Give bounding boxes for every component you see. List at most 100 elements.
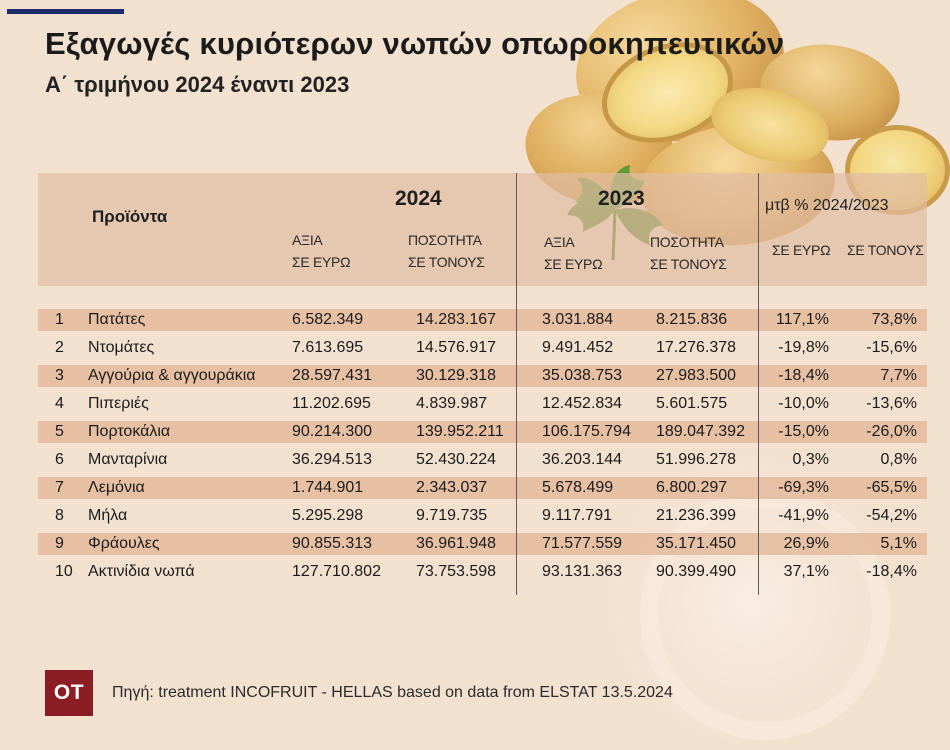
- divider-2024-2023: [516, 173, 517, 595]
- table-row: [38, 309, 927, 331]
- pct-change-value: -15,0%: [778, 423, 829, 440]
- value-2024: 90.214.300: [292, 423, 373, 440]
- pct-change-quantity: 5,1%: [880, 535, 917, 552]
- pct-change-quantity: -18,4%: [866, 563, 917, 580]
- value-2023: 36.203.144: [542, 451, 623, 468]
- product-name: Μανταρίνια: [88, 451, 168, 468]
- product-name: Φράουλες: [88, 535, 160, 552]
- quantity-2024: 9.719.735: [416, 507, 488, 524]
- row-number: 7: [55, 479, 64, 496]
- header-pct-quantity: ΣΕ ΤΟΝΟΥΣ: [847, 242, 924, 258]
- pct-change-value: -18,4%: [778, 367, 829, 384]
- quantity-2024: 14.576.917: [416, 339, 497, 356]
- table-row: [38, 477, 927, 499]
- pct-change-value: 26,9%: [783, 535, 829, 552]
- quantity-2023: 90.399.490: [656, 563, 737, 580]
- header-year-2024: 2024: [395, 187, 442, 210]
- page-title: Εξαγωγές κυριότερων νωπών οπωροκηπευτικώ…: [45, 26, 785, 61]
- value-2024: 5.295.298: [292, 507, 364, 524]
- pct-change-value: -10,0%: [778, 395, 829, 412]
- header-2023-quantity: ΠΟΣΟΤΗΤΑ ΣΕ ΤΟΝΟΥΣ: [650, 234, 727, 272]
- row-number: 6: [55, 451, 64, 468]
- product-name: Πατάτες: [88, 311, 146, 328]
- table-row: [38, 421, 927, 443]
- pct-change-quantity: 73,8%: [871, 311, 917, 328]
- header-2024-quantity: ΠΟΣΟΤΗΤΑ ΣΕ ΤΟΝΟΥΣ: [408, 232, 485, 270]
- pct-change-value: -19,8%: [778, 339, 829, 356]
- header-pct-change: μτβ % 2024/2023: [765, 197, 889, 214]
- row-number: 3: [55, 367, 64, 384]
- quantity-2023: 35.171.450: [656, 535, 737, 552]
- page-subtitle: Α΄ τριμήνου 2024 έναντι 2023: [45, 72, 350, 97]
- row-number: 1: [55, 311, 64, 328]
- pct-change-quantity: -15,6%: [866, 339, 917, 356]
- value-2024: 6.582.349: [292, 311, 364, 328]
- pct-change-quantity: -65,5%: [866, 479, 917, 496]
- quantity-2024: 139.952.211: [416, 423, 504, 440]
- product-name: Ακτινίδια νωπά: [88, 563, 195, 580]
- quantity-2023: 27.983.500: [656, 367, 737, 384]
- value-2023: 3.031.884: [542, 311, 614, 328]
- row-number: 5: [55, 423, 64, 440]
- product-name: Ντομάτες: [88, 339, 155, 356]
- pct-change-value: 37,1%: [783, 563, 829, 580]
- quantity-2023: 17.276.378: [656, 339, 737, 356]
- quantity-2023: 21.236.399: [656, 507, 737, 524]
- pct-change-quantity: 7,7%: [880, 367, 917, 384]
- quantity-2023: 5.601.575: [656, 395, 728, 412]
- divider-2023-pct: [758, 173, 759, 595]
- value-2023: 71.577.559: [542, 535, 623, 552]
- pct-change-quantity: -13,6%: [866, 395, 917, 412]
- value-2024: 36.294.513: [292, 451, 373, 468]
- top-accent-line: [7, 9, 124, 14]
- exports-table: Προϊόντα 2024 2023 μτβ % 2024/2023 ΑΞΙΑ Σ…: [38, 173, 927, 595]
- value-2024: 1.744.901: [292, 479, 364, 496]
- table-row: [38, 365, 927, 387]
- value-2023: 9.117.791: [542, 507, 612, 524]
- quantity-2023: 189.047.392: [656, 423, 745, 440]
- value-2024: 11.202.695: [292, 395, 371, 412]
- product-name: Πορτοκάλια: [88, 423, 171, 440]
- quantity-2023: 6.800.297: [656, 479, 728, 496]
- quantity-2024: 30.129.318: [416, 367, 497, 384]
- header-2024-value: ΑΞΙΑ ΣΕ ΕΥΡΩ: [292, 232, 351, 270]
- value-2023: 9.491.452: [542, 339, 614, 356]
- product-name: Λεμόνια: [88, 479, 145, 496]
- quantity-2024: 36.961.948: [416, 535, 497, 552]
- quantity-2023: 8.215.836: [656, 311, 728, 328]
- value-2024: 127.710.802: [292, 563, 381, 580]
- header-year-2023: 2023: [598, 187, 645, 210]
- product-name: Μήλα: [88, 507, 128, 524]
- product-name: Πιπεριές: [88, 395, 149, 412]
- header-2023-value: ΑΞΙΑ ΣΕ ΕΥΡΩ: [544, 234, 603, 272]
- quantity-2024: 4.839.987: [416, 395, 488, 412]
- quantity-2023: 51.996.278: [656, 451, 737, 468]
- value-2024: 90.855.313: [292, 535, 373, 552]
- quantity-2024: 73.753.598: [416, 563, 497, 580]
- pct-change-quantity: -54,2%: [866, 507, 917, 524]
- value-2024: 7.613.695: [292, 339, 364, 356]
- table-row: [38, 533, 927, 555]
- value-2024: 28.597.431: [292, 367, 373, 384]
- ot-logo: OT: [45, 670, 93, 716]
- value-2023: 5.678.499: [542, 479, 614, 496]
- header-pct-value: ΣΕ ΕΥΡΩ: [772, 242, 831, 258]
- quantity-2024: 14.283.167: [416, 311, 497, 328]
- value-2023: 106.175.794: [542, 423, 631, 440]
- value-2023: 93.131.363: [542, 563, 623, 580]
- quantity-2024: 2.343.037: [416, 479, 488, 496]
- table-header-band: [38, 173, 927, 286]
- header-products: Προϊόντα: [92, 207, 168, 226]
- row-number: 10: [55, 563, 73, 580]
- pct-change-value: -41,9%: [778, 507, 829, 524]
- value-2023: 35.038.753: [542, 367, 623, 384]
- pct-change-value: 0,3%: [792, 451, 829, 468]
- pct-change-value: 117,1%: [775, 311, 829, 328]
- source-note: Πηγή: treatment INCOFRUIT - HELLAS based…: [112, 684, 673, 701]
- product-name: Αγγούρια & αγγουράκια: [88, 367, 256, 384]
- pct-change-quantity: -26,0%: [866, 423, 917, 440]
- row-number: 8: [55, 507, 64, 524]
- row-number: 2: [55, 339, 64, 356]
- pct-change-quantity: 0,8%: [880, 451, 917, 468]
- pct-change-value: -69,3%: [778, 479, 829, 496]
